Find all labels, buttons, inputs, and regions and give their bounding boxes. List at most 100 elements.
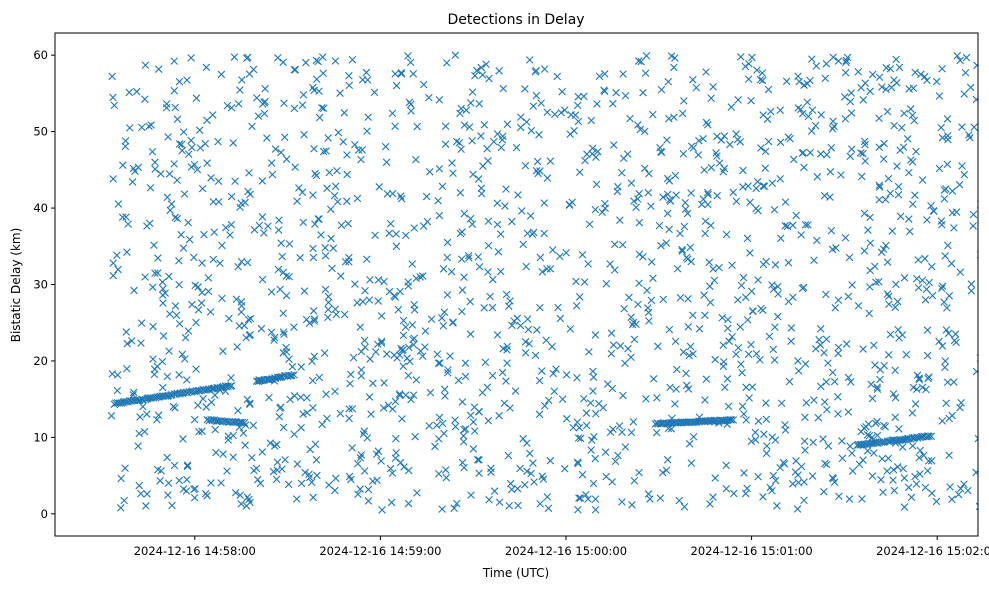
detection-point: [523, 229, 532, 238]
detection-point: [475, 456, 483, 464]
detection-point: [375, 183, 384, 191]
detection-point: [506, 404, 514, 412]
detection-point: [150, 241, 158, 249]
detection-point: [309, 493, 318, 502]
detection-point: [781, 421, 789, 429]
detection-point: [944, 329, 953, 338]
detection-point: [514, 501, 522, 510]
detection-point: [957, 399, 965, 407]
detection-point: [409, 391, 418, 399]
detection-point: [435, 211, 444, 220]
detection-point: [911, 68, 919, 77]
detection-point: [632, 320, 640, 329]
detection-point: [771, 261, 780, 269]
detection-point: [483, 144, 491, 153]
detection-point: [768, 486, 776, 495]
detection-point: [336, 409, 345, 418]
detection-point: [410, 306, 419, 314]
detection-point: [182, 487, 191, 495]
detection-point: [194, 306, 203, 314]
detection-point: [285, 272, 293, 281]
detection-point: [512, 143, 521, 152]
detection-point: [183, 461, 192, 469]
detection-point: [246, 314, 255, 323]
detection-point: [458, 458, 467, 467]
detection-point: [135, 429, 143, 438]
detection-point: [844, 373, 853, 382]
detection-point: [238, 76, 246, 84]
detection-point: [664, 77, 673, 86]
detection-point: [421, 343, 429, 351]
detection-point: [913, 371, 922, 380]
detection-point: [399, 331, 408, 340]
detection-point: [199, 395, 207, 403]
detection-point: [576, 434, 585, 443]
detection-point: [535, 410, 544, 419]
detection-point: [388, 189, 397, 198]
detection-point: [188, 143, 196, 152]
detection-point: [909, 84, 918, 93]
detection-point: [572, 277, 580, 286]
detection-point: [672, 385, 680, 393]
detection-point: [217, 479, 225, 487]
detection-point: [738, 368, 746, 377]
detection-point: [671, 171, 680, 180]
detection-point: [904, 483, 913, 492]
detection-point: [764, 85, 773, 94]
detection-point: [794, 367, 803, 375]
x-tick-label: 2024-12-16 14:59:00: [319, 544, 441, 558]
detection-point: [325, 481, 333, 489]
detection-point: [439, 322, 448, 330]
detection-point: [916, 470, 924, 478]
detection-point: [866, 87, 874, 96]
detection-point: [279, 348, 288, 357]
detection-point: [845, 495, 854, 503]
detection-point: [522, 262, 530, 271]
detection-point: [284, 480, 293, 489]
detection-point: [873, 385, 882, 393]
detection-point: [249, 421, 258, 430]
detection-point: [554, 303, 562, 312]
detection-point: [296, 393, 305, 402]
detection-point: [728, 333, 736, 341]
detection-point: [216, 259, 224, 268]
detection-point: [413, 122, 422, 131]
detection-point: [146, 219, 154, 228]
detection-point: [165, 272, 173, 281]
detection-point: [156, 477, 164, 485]
detection-point: [969, 210, 978, 219]
detection-point: [167, 200, 176, 208]
detection-point: [804, 221, 812, 229]
detection-point: [632, 203, 640, 212]
detection-point: [582, 409, 591, 417]
detection-point: [212, 448, 220, 457]
detection-point: [549, 369, 558, 378]
detection-point: [180, 190, 189, 198]
detection-point: [496, 230, 505, 238]
detection-point: [380, 379, 388, 387]
detection-point: [360, 427, 369, 435]
detection-point: [474, 253, 483, 261]
detection-point: [921, 254, 929, 263]
detection-point: [574, 92, 583, 101]
detection-point: [111, 399, 120, 407]
detection-point: [170, 86, 179, 95]
detection-point: [576, 494, 585, 502]
detection-point: [503, 359, 511, 367]
detection-point: [681, 198, 690, 207]
detection-point: [960, 480, 968, 488]
detection-point: [214, 177, 223, 186]
detection-point: [837, 171, 845, 179]
detection-point: [208, 385, 216, 393]
detection-point: [946, 483, 954, 491]
detection-point: [243, 395, 252, 404]
detection-point: [393, 354, 401, 362]
detection-point: [392, 449, 400, 457]
detection-point: [609, 141, 618, 149]
detection-point: [121, 142, 130, 151]
detection-point: [146, 183, 155, 192]
detection-point: [326, 205, 335, 214]
detection-point: [279, 309, 288, 318]
detection-point: [830, 478, 839, 486]
detection-point: [177, 140, 186, 149]
